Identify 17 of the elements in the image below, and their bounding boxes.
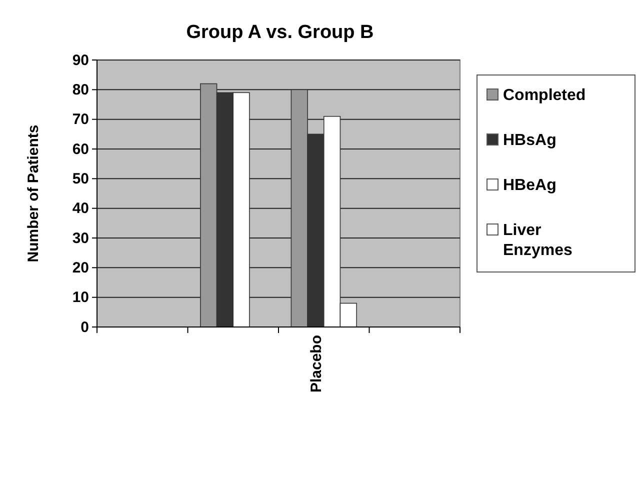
y-tick-label: 50 bbox=[72, 170, 89, 188]
legend-label: HBeAg bbox=[503, 177, 556, 194]
y-tick-label: 0 bbox=[80, 318, 89, 336]
y-tick-label: 30 bbox=[72, 230, 89, 247]
y-tick-label: 70 bbox=[72, 111, 89, 128]
y-tick-label: 90 bbox=[72, 52, 89, 69]
chart-title: Group A vs. Group B bbox=[186, 22, 374, 43]
y-tick-label: 80 bbox=[72, 81, 89, 98]
y-tick-label: 60 bbox=[72, 140, 89, 158]
y-tick-label: 20 bbox=[72, 259, 89, 276]
x-tick-label: Placebo bbox=[308, 335, 325, 393]
legend-label: Completed bbox=[503, 87, 586, 104]
y-tick-label: 40 bbox=[72, 200, 89, 218]
legend-label: Liver Enzymes bbox=[503, 222, 572, 259]
y-tick-label: 10 bbox=[72, 289, 89, 306]
legend-label: HBsAg bbox=[503, 132, 556, 149]
y-axis-title: Number of Patients bbox=[25, 124, 42, 262]
